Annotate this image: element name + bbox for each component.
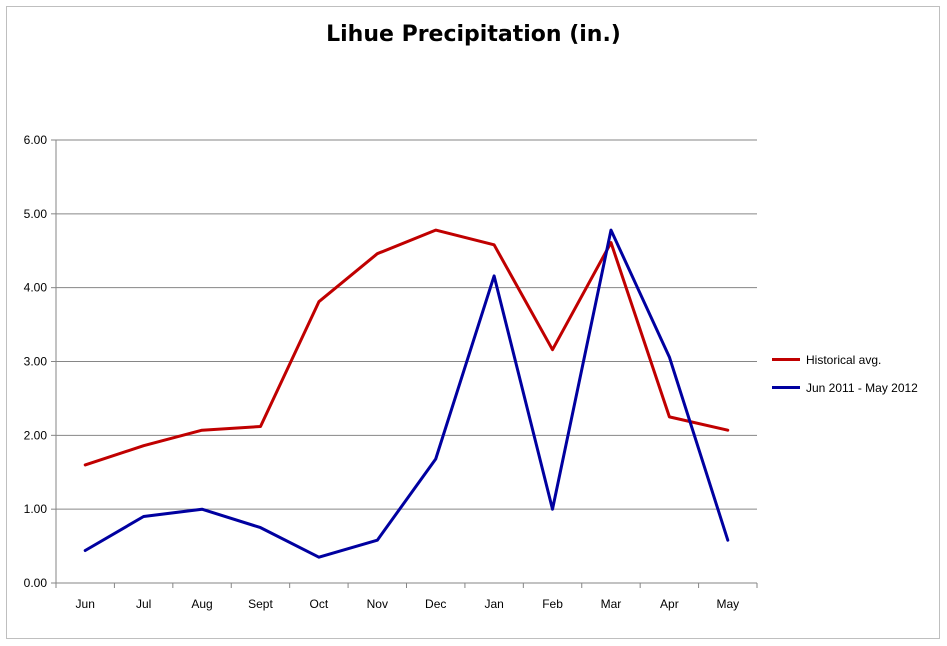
x-tick-label: Jul bbox=[136, 597, 151, 611]
legend-swatch-current bbox=[772, 386, 800, 389]
x-tick-label: Sept bbox=[248, 597, 273, 611]
y-tick-labels: 0.00 1.00 2.00 3.00 4.00 5.00 6.00 bbox=[24, 133, 48, 590]
x-tick-label: Mar bbox=[601, 597, 622, 611]
chart-frame bbox=[6, 6, 940, 639]
x-tick-labels: Jun Jul Aug Sept Oct Nov Dec Jan Feb Mar Apr May bbox=[76, 597, 740, 611]
x-tick-label: Apr bbox=[660, 597, 679, 611]
x-tick-label: Feb bbox=[542, 597, 563, 611]
x-tick-label: Jun bbox=[76, 597, 95, 611]
chart-title: Lihue Precipitation (in.) bbox=[326, 22, 621, 47]
y-tick-label: 3.00 bbox=[24, 355, 48, 369]
y-tick-label: 5.00 bbox=[24, 207, 48, 221]
x-tick-label: Jan bbox=[484, 597, 503, 611]
x-tick-label: Nov bbox=[367, 597, 388, 611]
series-line-current bbox=[83, 228, 730, 559]
y-tick-label: 0.00 bbox=[24, 576, 48, 590]
series-lines bbox=[83, 228, 730, 559]
series-line-historical bbox=[83, 228, 730, 467]
gridlines bbox=[56, 139, 757, 510]
x-tick-label: Dec bbox=[425, 597, 446, 611]
legend-item-historical: Historical avg. bbox=[772, 351, 918, 368]
y-tick-label: 2.00 bbox=[24, 428, 48, 442]
legend-item-current: Jun 2011 - May 2012 bbox=[772, 379, 918, 396]
y-tick-label: 6.00 bbox=[24, 133, 48, 147]
x-tick-label: May bbox=[716, 597, 739, 611]
axes bbox=[51, 139, 758, 588]
y-tick-label: 1.00 bbox=[24, 502, 48, 516]
x-tick-label: Aug bbox=[191, 597, 212, 611]
y-tick-label: 4.00 bbox=[24, 281, 48, 295]
legend: Historical avg. Jun 2011 - May 2012 bbox=[772, 351, 918, 407]
legend-label-current: Jun 2011 - May 2012 bbox=[806, 380, 918, 395]
x-tick-label: Oct bbox=[310, 597, 329, 611]
legend-label-historical: Historical avg. bbox=[806, 352, 882, 367]
legend-swatch-historical bbox=[772, 358, 800, 361]
